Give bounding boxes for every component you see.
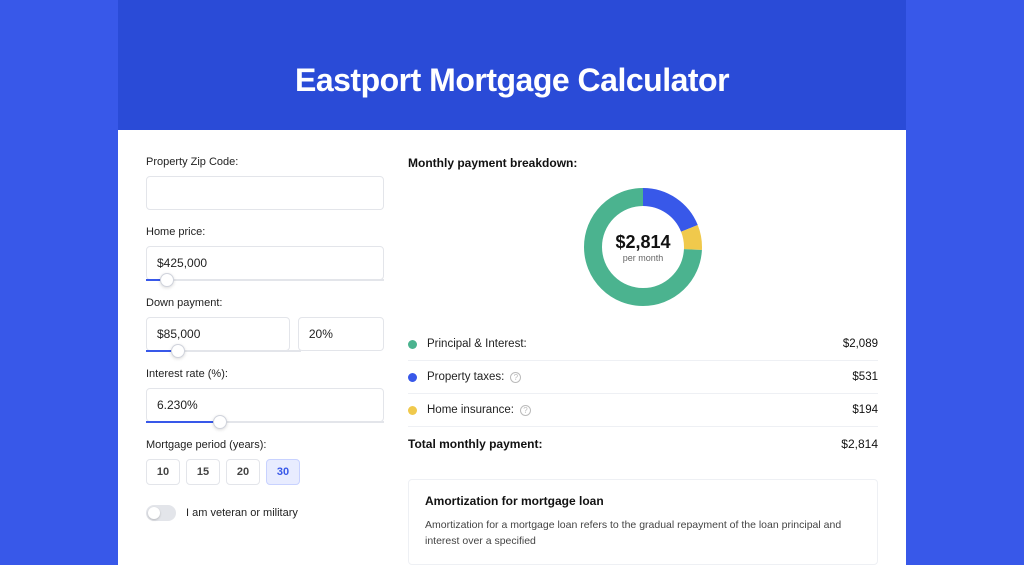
calculator-card: Property Zip Code: Home price: Down paym… (118, 128, 906, 565)
veteran-row: I am veteran or military (146, 505, 384, 521)
period-btn-15[interactable]: 15 (186, 459, 220, 485)
home-price-group: Home price: (146, 226, 384, 281)
breakdown-value: $194 (852, 404, 878, 416)
breakdown-row: Home insurance:?$194 (408, 394, 878, 427)
slider-thumb[interactable] (160, 273, 174, 287)
veteran-toggle[interactable] (146, 505, 176, 521)
header-band: Eastport Mortgage Calculator (118, 0, 906, 130)
breakdown-column: Monthly payment breakdown: $2,814 per mo… (408, 156, 878, 565)
breakdown-title: Monthly payment breakdown: (408, 156, 878, 170)
breakdown-row: Property taxes:?$531 (408, 361, 878, 394)
total-row: Total monthly payment: $2,814 (408, 427, 878, 461)
breakdown-label: Property taxes:? (427, 371, 852, 383)
info-icon[interactable]: ? (520, 405, 531, 416)
veteran-label: I am veteran or military (186, 507, 298, 519)
slider-thumb[interactable] (213, 415, 227, 429)
slider-thumb[interactable] (171, 344, 185, 358)
down-payment-input[interactable] (146, 317, 290, 351)
donut-chart: $2,814 per month (580, 184, 706, 310)
page-title: Eastport Mortgage Calculator (118, 0, 906, 99)
period-options: 10152030 (146, 459, 384, 485)
interest-rate-group: Interest rate (%): (146, 368, 384, 423)
period-label: Mortgage period (years): (146, 439, 384, 451)
legend-dot (408, 406, 417, 415)
zip-input[interactable] (146, 176, 384, 210)
home-price-slider[interactable] (146, 279, 384, 281)
down-payment-group: Down payment: (146, 297, 384, 352)
total-label: Total monthly payment: (408, 437, 841, 451)
zip-label: Property Zip Code: (146, 156, 384, 168)
breakdown-label: Principal & Interest: (427, 338, 843, 350)
legend-dot (408, 340, 417, 349)
breakdown-list: Principal & Interest:$2,089Property taxe… (408, 328, 878, 427)
amortization-text: Amortization for a mortgage loan refers … (425, 518, 861, 550)
breakdown-value: $2,089 (843, 338, 878, 350)
period-btn-10[interactable]: 10 (146, 459, 180, 485)
amortization-title: Amortization for mortgage loan (425, 494, 861, 508)
interest-rate-slider[interactable] (146, 421, 384, 423)
info-icon[interactable]: ? (510, 372, 521, 383)
period-btn-20[interactable]: 20 (226, 459, 260, 485)
amortization-box: Amortization for mortgage loan Amortizat… (408, 479, 878, 565)
home-price-label: Home price: (146, 226, 384, 238)
donut-center: $2,814 per month (580, 184, 706, 310)
donut-wrap: $2,814 per month (408, 184, 878, 310)
interest-rate-input[interactable] (146, 388, 384, 422)
breakdown-row: Principal & Interest:$2,089 (408, 328, 878, 361)
period-group: Mortgage period (years): 10152030 (146, 439, 384, 485)
donut-amount: $2,814 (615, 232, 670, 253)
legend-dot (408, 373, 417, 382)
breakdown-label: Home insurance:? (427, 404, 852, 416)
down-payment-slider[interactable] (146, 350, 301, 352)
down-payment-label: Down payment: (146, 297, 384, 309)
donut-sub: per month (623, 253, 664, 263)
zip-group: Property Zip Code: (146, 156, 384, 210)
home-price-input[interactable] (146, 246, 384, 280)
slider-fill (146, 421, 220, 423)
interest-rate-label: Interest rate (%): (146, 368, 384, 380)
form-column: Property Zip Code: Home price: Down paym… (146, 156, 384, 565)
total-value: $2,814 (841, 437, 878, 451)
down-payment-pct-input[interactable] (298, 317, 384, 351)
period-btn-30[interactable]: 30 (266, 459, 300, 485)
breakdown-value: $531 (852, 371, 878, 383)
